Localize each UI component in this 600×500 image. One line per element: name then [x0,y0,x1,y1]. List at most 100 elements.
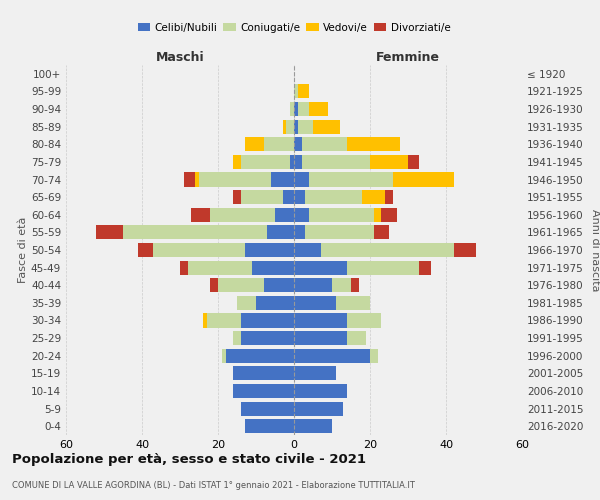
Bar [294,296,336,310]
Bar [309,172,393,186]
Bar [241,402,294,415]
Bar [385,190,393,204]
Bar [294,120,298,134]
Bar [237,296,256,310]
Bar [191,208,211,222]
Bar [241,331,294,345]
Bar [294,402,343,415]
Bar [294,84,298,98]
Bar [211,208,275,222]
Bar [263,137,294,152]
Bar [294,348,370,363]
Bar [203,314,206,328]
Bar [408,155,419,169]
Bar [195,172,199,186]
Bar [283,120,286,134]
Bar [309,208,374,222]
Bar [294,102,298,116]
Bar [347,260,419,274]
Bar [138,243,154,257]
Bar [211,278,218,292]
Bar [233,384,294,398]
Bar [241,314,294,328]
Bar [256,296,294,310]
Bar [263,278,294,292]
Bar [233,155,241,169]
Bar [97,226,123,239]
Legend: Celibi/Nubili, Coniugati/e, Vedovi/e, Divorziati/e: Celibi/Nubili, Coniugati/e, Vedovi/e, Di… [133,18,455,36]
Bar [419,260,431,274]
Bar [305,226,374,239]
Bar [320,243,454,257]
Bar [275,208,294,222]
Bar [286,120,294,134]
Bar [233,331,241,345]
Bar [298,120,313,134]
Bar [370,155,408,169]
Bar [294,226,305,239]
Bar [294,419,332,433]
Bar [294,278,332,292]
Bar [241,155,290,169]
Bar [374,208,382,222]
Bar [374,226,389,239]
Bar [294,243,320,257]
Bar [268,226,294,239]
Bar [290,102,294,116]
Bar [294,137,302,152]
Bar [294,384,347,398]
Bar [309,102,328,116]
Bar [123,226,268,239]
Y-axis label: Anni di nascita: Anni di nascita [590,209,600,291]
Bar [245,137,263,152]
Bar [347,314,382,328]
Bar [336,296,370,310]
Bar [226,348,294,363]
Bar [302,137,347,152]
Bar [393,172,454,186]
Bar [370,348,377,363]
Bar [382,208,397,222]
Bar [184,172,195,186]
Bar [362,190,385,204]
Bar [294,260,347,274]
Bar [298,102,309,116]
Bar [294,314,347,328]
Bar [154,243,245,257]
Bar [351,278,359,292]
Bar [332,278,351,292]
Bar [206,314,241,328]
Bar [245,419,294,433]
Bar [347,137,400,152]
Bar [347,331,366,345]
Bar [252,260,294,274]
Bar [294,331,347,345]
Y-axis label: Fasce di età: Fasce di età [18,217,28,283]
Bar [294,366,336,380]
Bar [222,348,226,363]
Text: Femmine: Femmine [376,51,440,64]
Bar [180,260,188,274]
Bar [294,208,309,222]
Bar [271,172,294,186]
Bar [294,155,302,169]
Bar [302,155,370,169]
Bar [245,243,294,257]
Bar [298,84,309,98]
Bar [188,260,252,274]
Bar [218,278,263,292]
Bar [313,120,340,134]
Bar [290,155,294,169]
Text: COMUNE DI LA VALLE AGORDINA (BL) - Dati ISTAT 1° gennaio 2021 - Elaborazione TUT: COMUNE DI LA VALLE AGORDINA (BL) - Dati … [12,481,415,490]
Bar [294,190,305,204]
Bar [241,190,283,204]
Text: Maschi: Maschi [155,51,205,64]
Bar [199,172,271,186]
Bar [294,172,309,186]
Bar [454,243,476,257]
Bar [305,190,362,204]
Text: Popolazione per età, sesso e stato civile - 2021: Popolazione per età, sesso e stato civil… [12,452,366,466]
Bar [233,366,294,380]
Bar [233,190,241,204]
Bar [283,190,294,204]
